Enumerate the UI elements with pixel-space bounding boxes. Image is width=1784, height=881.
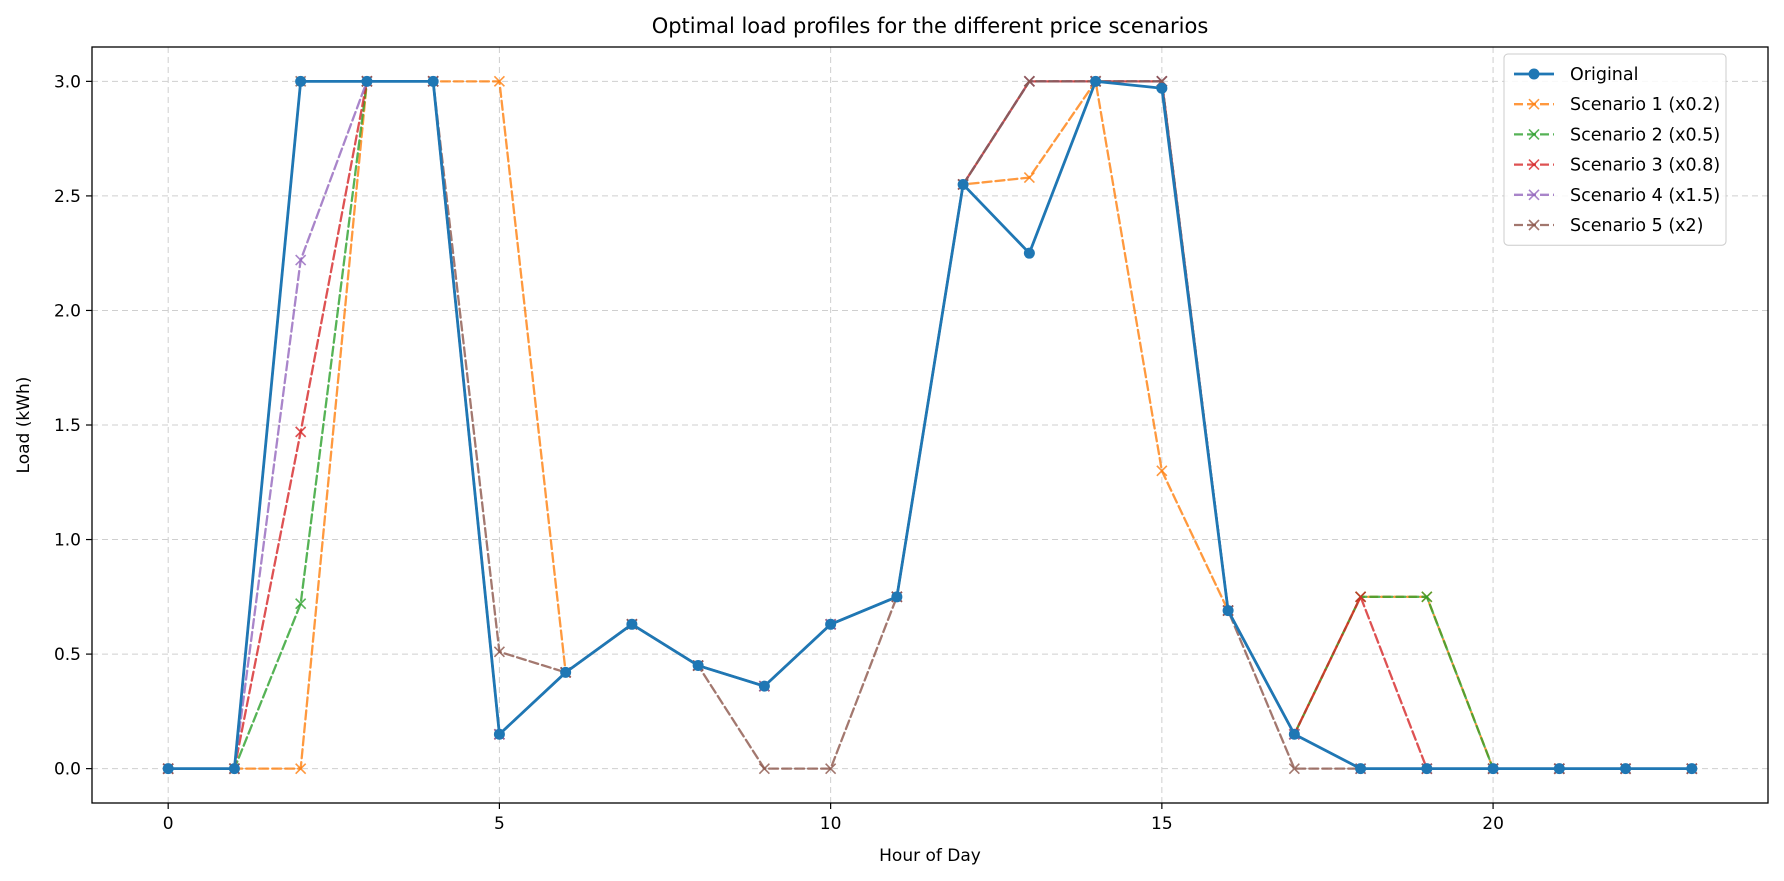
x-marker [1528,189,1540,201]
x-tick-label: 10 [820,814,842,834]
data-point [1156,465,1168,477]
series-original [162,75,1698,775]
data-point [1288,728,1300,740]
x-marker [1355,591,1367,603]
y-axis-label: Load (kWh) [14,377,34,474]
data-point [825,618,837,630]
data-point [758,680,770,692]
data-point [891,591,903,603]
data-point [427,75,439,87]
y-tick-label: 1.0 [54,531,81,551]
y-tick-label: 3.0 [54,72,81,92]
legend-marker [1528,128,1540,140]
y-tick-label: 0.0 [54,760,81,780]
series-layer [162,75,1698,775]
legend-label: Scenario 4 (x1.5) [1570,186,1720,206]
data-point [692,660,704,672]
data-point [1487,763,1499,775]
legend-marker [1528,98,1540,110]
axis-ticks: 0 5 10 15 20 0.0 0.5 1.0 1.5 2.0 2.5 3.0 [54,72,1504,834]
legend-item: Scenario 2 (x0.5) [1514,125,1720,145]
y-tick-label: 2.0 [54,301,81,321]
x-marker [493,75,505,87]
legend-label: Scenario 1 (x0.2) [1570,95,1720,115]
x-marker [1023,75,1035,87]
x-marker [1528,159,1540,171]
data-point [1023,75,1035,87]
legend-box [1503,53,1727,246]
legend-label: Original [1570,65,1638,85]
y-tick-label: 2.5 [54,187,81,207]
legend-item: Original [1514,65,1638,85]
x-tick-label: 5 [494,814,505,834]
data-point [1023,247,1035,259]
data-point [1355,763,1367,775]
series-line [166,79,1694,771]
data-point [295,254,307,266]
x-marker [295,598,307,610]
data-point [493,728,505,740]
data-point [1023,172,1035,184]
x-marker [1288,763,1300,775]
x-marker [1528,219,1540,231]
x-marker [493,646,505,658]
data-point [825,763,837,775]
data-point [295,426,307,438]
x-tick-label: 15 [1151,814,1173,834]
x-marker [295,763,307,775]
data-point [295,598,307,610]
legend-item: Scenario 5 (x2) [1514,216,1703,236]
legend-marker [1528,159,1540,171]
x-marker [825,763,837,775]
x-marker [1156,465,1168,477]
legend-label: Scenario 5 (x2) [1570,216,1703,236]
data-point [957,178,969,190]
grid-lines [92,47,1768,803]
data-point [228,763,240,775]
data-point [493,646,505,658]
legend-item: Scenario 3 (x0.8) [1514,156,1720,176]
y-tick-label: 1.5 [54,416,81,436]
data-point [493,75,505,87]
data-point [560,666,572,678]
data-point [1288,763,1300,775]
data-point [626,618,638,630]
data-point [1090,75,1102,87]
x-tick-label: 0 [163,814,174,834]
x-marker [1528,98,1540,110]
legend-item: Scenario 1 (x0.2) [1514,95,1720,115]
data-point [1620,763,1632,775]
chart-title: Optimal load profiles for the different … [652,14,1209,38]
x-marker [295,254,307,266]
legend-marker [1528,68,1540,80]
data-point [1686,763,1698,775]
data-point [361,75,373,87]
data-point [1156,82,1168,94]
legend: Original Scenario 1 (x0.2) Scenario 2 (x0.… [1503,53,1727,246]
y-tick-label: 0.5 [54,645,81,665]
x-marker [1023,172,1035,184]
data-point [1421,591,1433,603]
x-marker [1421,591,1433,603]
x-marker [1528,128,1540,140]
x-axis-label: Hour of Day [879,846,981,866]
x-marker [758,763,770,775]
data-point [162,763,174,775]
x-tick-label: 20 [1482,814,1504,834]
legend-label: Scenario 2 (x0.5) [1570,125,1720,145]
data-point [295,763,307,775]
data-point [1355,591,1367,603]
data-point [1553,763,1565,775]
x-marker [295,426,307,438]
data-point [1421,763,1433,775]
data-point [758,763,770,775]
data-point [295,75,307,87]
legend-marker [1528,219,1540,231]
legend-marker [1528,189,1540,201]
legend-item: Scenario 4 (x1.5) [1514,186,1720,206]
data-point [1222,605,1234,617]
legend-label: Scenario 3 (x0.8) [1570,156,1720,176]
